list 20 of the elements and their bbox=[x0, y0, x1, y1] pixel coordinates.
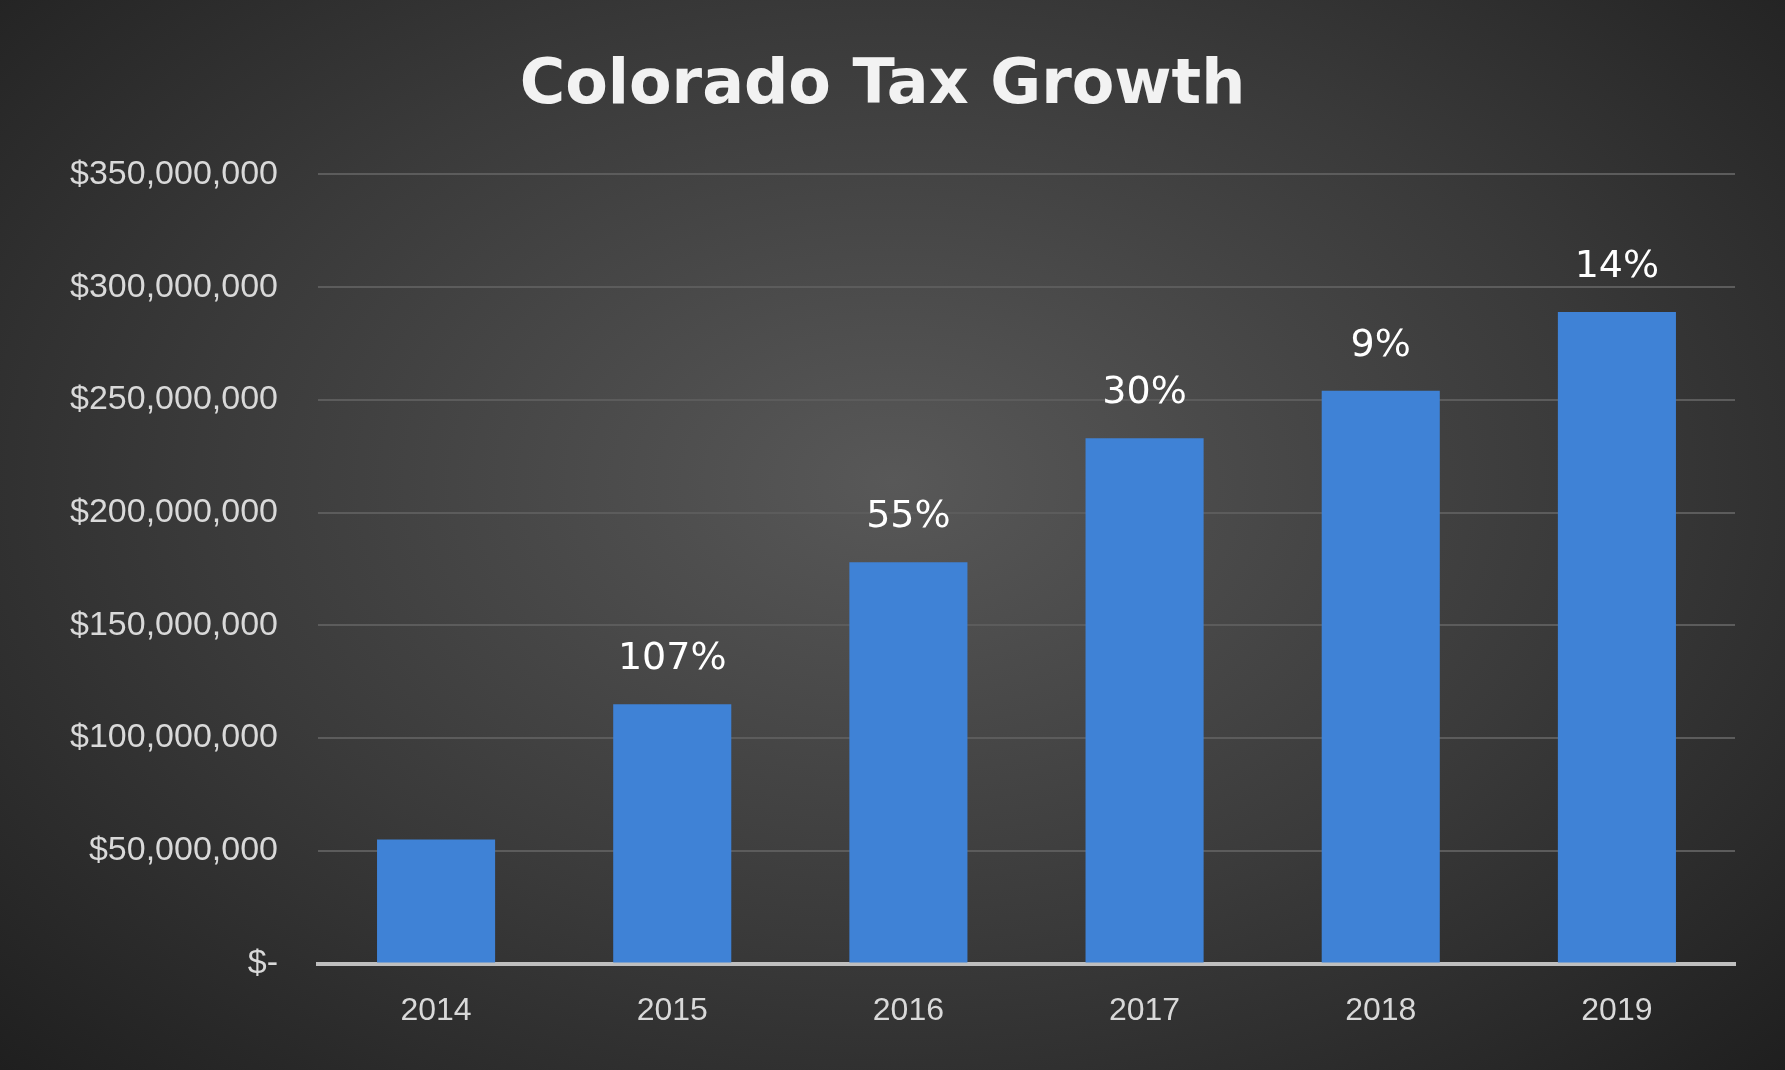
y-tick-label: $350,000,000 bbox=[70, 152, 278, 191]
annotation: 30% bbox=[1102, 368, 1187, 413]
y-tick-label: $150,000,000 bbox=[70, 603, 278, 642]
annotation: 55% bbox=[866, 492, 951, 537]
y-tick-label: $100,000,000 bbox=[70, 716, 278, 755]
annotation: 107% bbox=[617, 634, 727, 679]
y-tick-label: $- bbox=[247, 941, 278, 980]
chart-title: Colorado Tax Growth bbox=[519, 45, 1246, 119]
x-tick-label: 2014 bbox=[400, 990, 472, 1027]
y-tick-label: $200,000,000 bbox=[70, 491, 278, 529]
y-tick-label: $300,000,000 bbox=[70, 265, 278, 304]
x-tick-label: 2016 bbox=[872, 990, 944, 1027]
x-tick-label: 2019 bbox=[1581, 990, 1653, 1027]
y-tick-label: $50,000,000 bbox=[88, 829, 278, 868]
x-tick-label: 2017 bbox=[1108, 990, 1181, 1027]
x-tick-label: 2018 bbox=[1345, 990, 1417, 1027]
annotation: 14% bbox=[1574, 241, 1660, 286]
annotation: 9% bbox=[1350, 320, 1411, 365]
y-tick-label: $250,000,000 bbox=[70, 378, 278, 417]
x-tick-label: 2015 bbox=[636, 990, 708, 1027]
